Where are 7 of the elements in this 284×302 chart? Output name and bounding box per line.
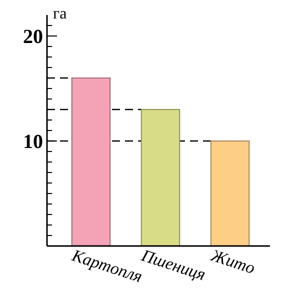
bar (210, 140, 250, 246)
x-tick-label: Жито (208, 245, 258, 278)
y-axis-title: га (53, 6, 67, 23)
y-tick-label: 20 (23, 26, 43, 48)
bar (71, 78, 111, 246)
bar (140, 109, 180, 246)
y-tick-label: 10 (23, 131, 43, 153)
